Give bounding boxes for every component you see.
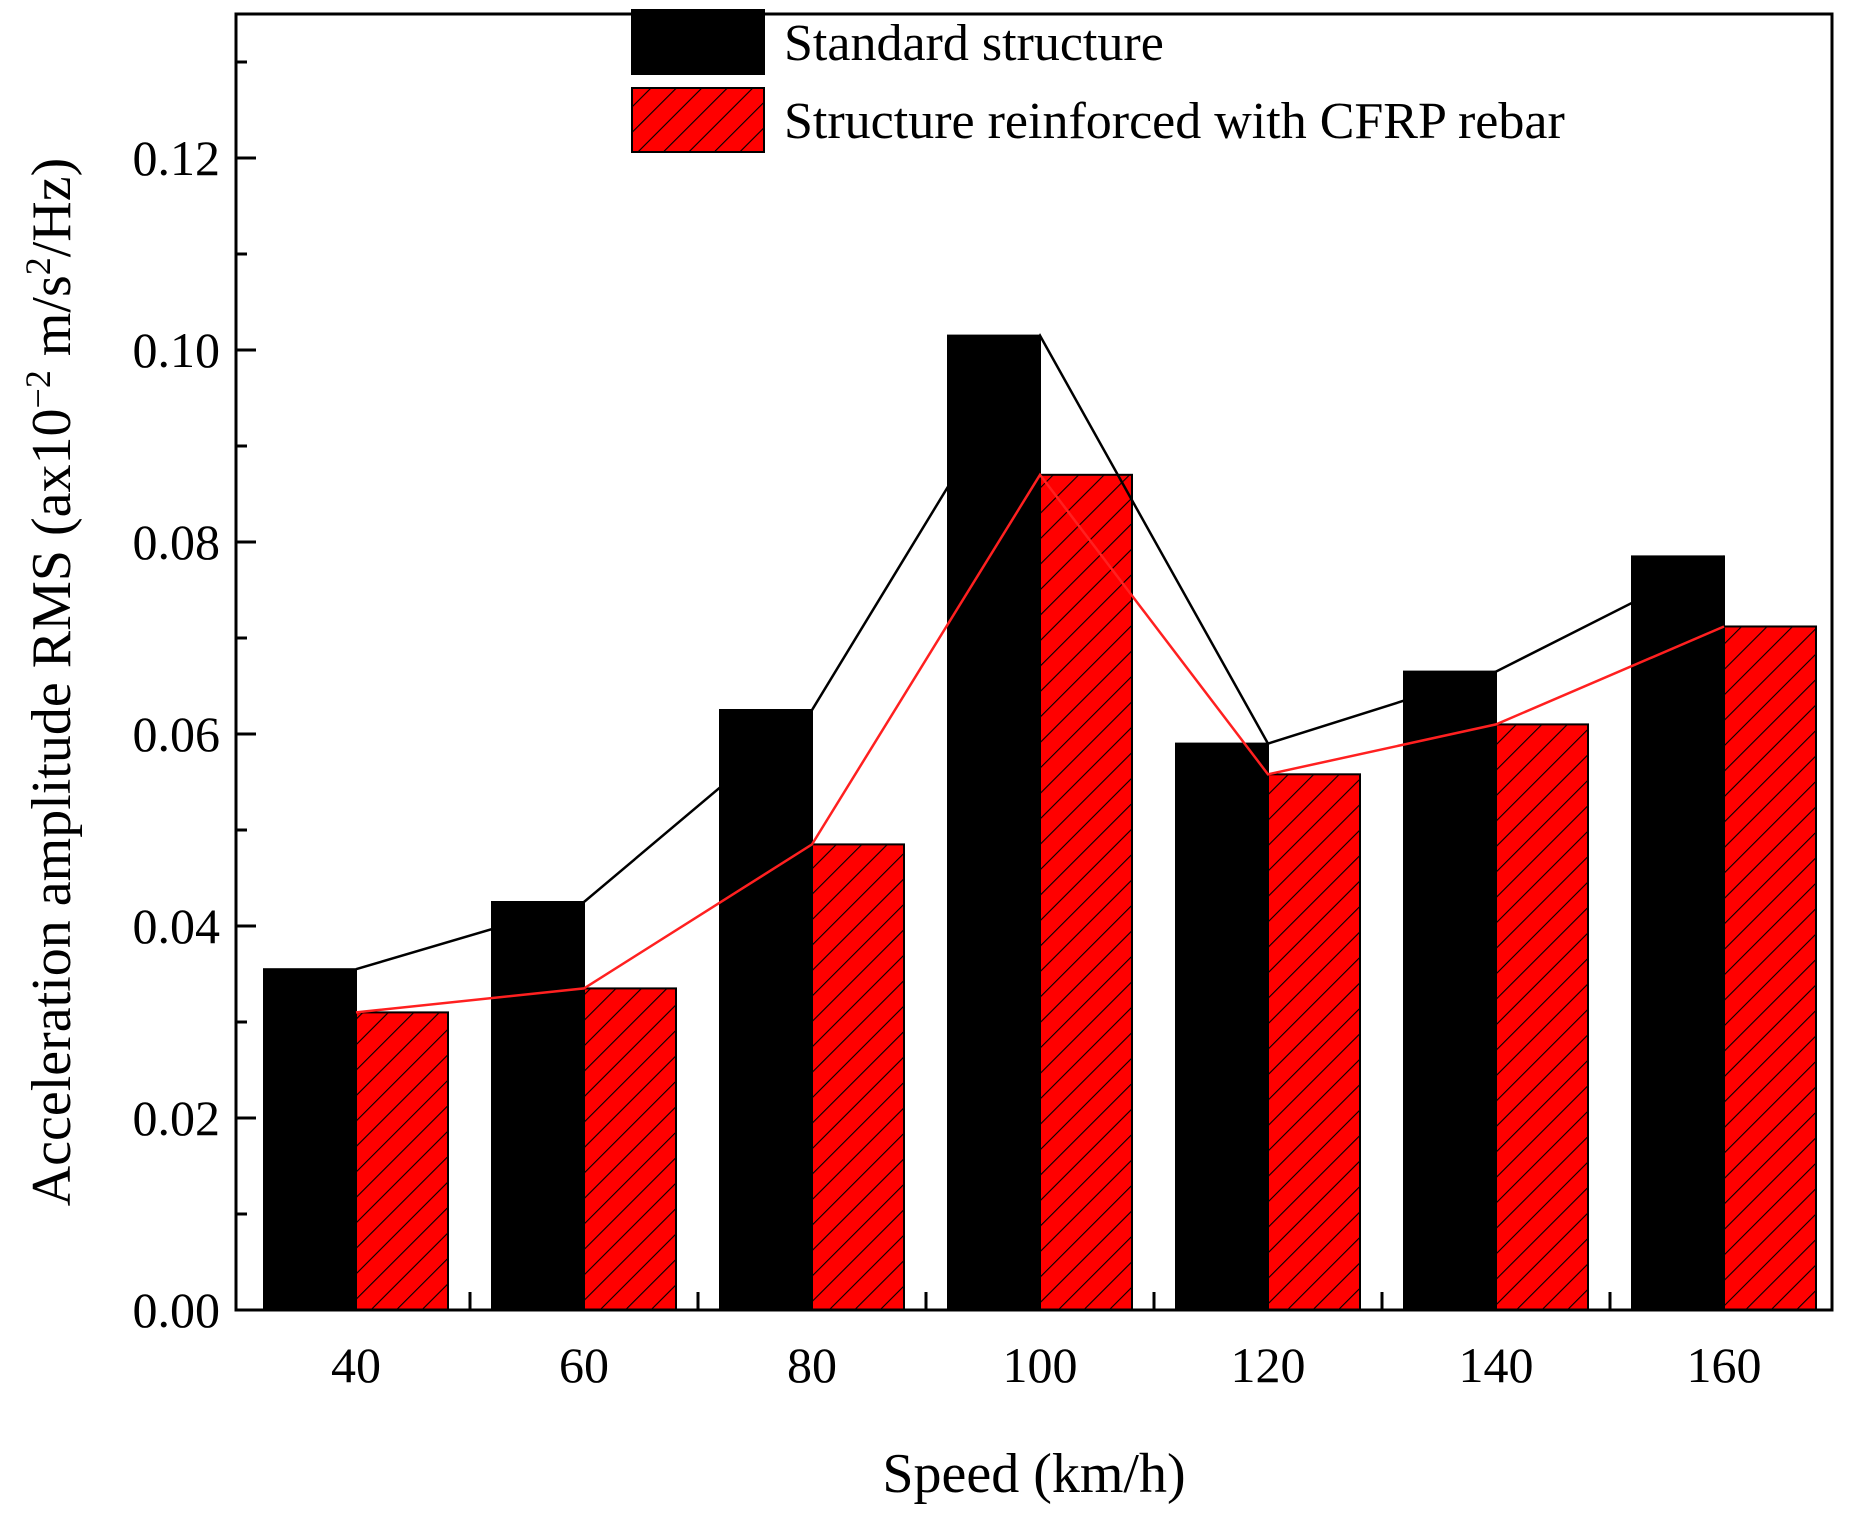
y-axis-label-exp1: −2 xyxy=(18,370,58,408)
y-axis-label-mid: m/s xyxy=(21,275,83,370)
bars-layer xyxy=(263,334,1817,1312)
x-tick-label: 140 xyxy=(1459,1337,1534,1393)
y-tick-label: 0.00 xyxy=(133,1282,221,1338)
y-tick-label: 0.04 xyxy=(133,898,221,954)
bar-standard-140 xyxy=(1403,670,1497,1311)
legend: Standard structure Structure reinforced w… xyxy=(631,9,1565,153)
y-axis-label-suffix: /Hz) xyxy=(21,158,83,258)
bar-cfrp-100 xyxy=(1039,473,1133,1311)
x-tick-label: 120 xyxy=(1231,1337,1306,1393)
bar-standard-80 xyxy=(719,709,813,1311)
plot-frame xyxy=(234,12,1834,1312)
bar-cfrp-40 xyxy=(355,1011,449,1312)
bar-standard-160 xyxy=(1631,555,1725,1311)
y-tick-label: 0.12 xyxy=(133,130,221,186)
bar-standard-40 xyxy=(263,968,357,1311)
bar-cfrp-120 xyxy=(1267,773,1361,1311)
trend-line-standard xyxy=(355,333,1725,971)
bar-standard-60 xyxy=(491,901,585,1311)
y-axis-label: Acceleration amplitude RMS (ax10−2 m/s2/… xyxy=(18,158,83,1207)
y-tick-label: 0.02 xyxy=(133,1090,221,1146)
legend-swatch-cfrp xyxy=(631,87,765,153)
x-tick-label: 60 xyxy=(559,1337,609,1393)
legend-label-standard: Standard structure xyxy=(784,15,1164,72)
legend-swatch-standard xyxy=(631,9,765,75)
bar-standard-120 xyxy=(1175,742,1269,1311)
x-tick-label: 160 xyxy=(1687,1337,1762,1393)
trend-line-cfrp xyxy=(355,472,1725,1014)
bar-standard-100 xyxy=(947,334,1041,1312)
y-tick-label: 0.10 xyxy=(133,322,221,378)
legend-label-cfrp: Structure reinforced with CFRP rebar xyxy=(784,93,1565,150)
y-tick-label: 0.06 xyxy=(133,706,221,762)
x-tick-label: 40 xyxy=(331,1337,381,1393)
bar-cfrp-80 xyxy=(811,843,905,1312)
ticks-layer: 0.00 0.02 0.04 0.06 0.08 0.10 0.12 40 60 80 100 120… xyxy=(133,60,1762,1393)
x-tick-label: 100 xyxy=(1003,1337,1078,1393)
x-tick-label: 80 xyxy=(787,1337,837,1393)
bar-cfrp-160 xyxy=(1723,625,1817,1311)
y-axis-label-prefix: Acceleration amplitude RMS (ax10 xyxy=(21,408,83,1206)
bar-cfrp-60 xyxy=(583,987,677,1312)
x-axis-label: Speed (km/h) xyxy=(882,1443,1185,1505)
bar-cfrp-140 xyxy=(1495,723,1589,1311)
y-tick-label: 0.08 xyxy=(133,514,221,570)
y-axis-label-exp2: 2 xyxy=(18,257,58,275)
trend-lines-layer xyxy=(355,333,1725,1014)
